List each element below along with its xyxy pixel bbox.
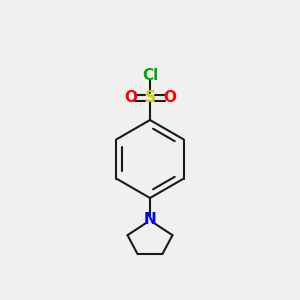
- Text: Cl: Cl: [142, 68, 158, 83]
- Text: S: S: [145, 90, 155, 105]
- Text: N: N: [144, 212, 156, 227]
- Text: O: O: [124, 90, 137, 105]
- Text: O: O: [163, 90, 176, 105]
